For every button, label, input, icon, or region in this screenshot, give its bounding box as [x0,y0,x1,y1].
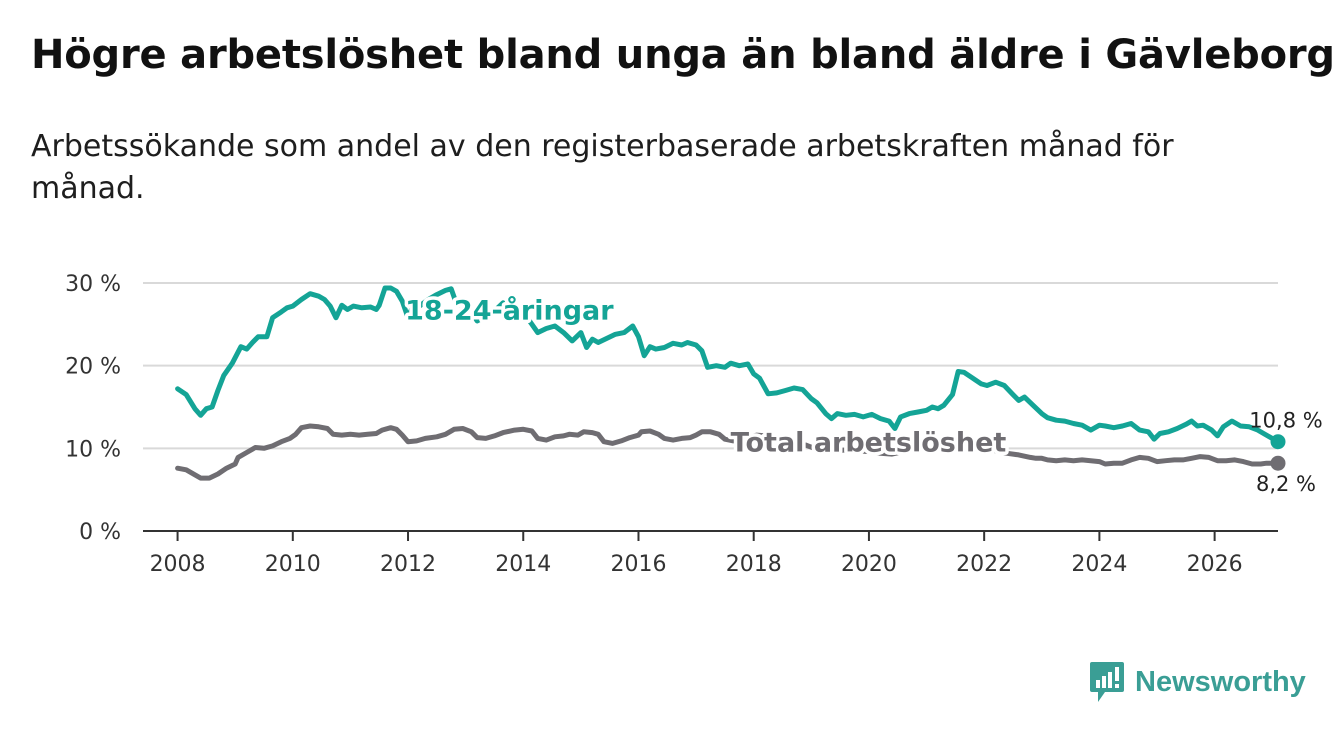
newsworthy-logo-icon [1090,662,1124,702]
total-end-marker [1270,455,1286,471]
y-tick-label: 30 % [65,272,121,297]
x-tick-label: 2012 [380,552,436,577]
youth-end-label: 10,8 % [1249,409,1322,433]
y-tick-label: 10 % [65,437,121,462]
total-series-label: Total arbetslöshet [731,428,1007,459]
x-tick-label: 2014 [495,552,551,577]
x-tick-label: 2022 [956,552,1012,577]
total-end-label: 8,2 % [1256,472,1316,496]
chart-subtitle: Arbetssökande som andel av den registerb… [31,129,1174,206]
x-tick-label: 2016 [610,552,666,577]
youth-series-line [175,285,1281,445]
x-tick-label: 2008 [150,552,206,577]
youth-series-label: 18-24-åringar [405,294,614,326]
y-tick-label: 0 % [79,520,121,545]
y-tick-label: 20 % [65,355,121,380]
chart-title: Högre arbetslöshet bland unga än bland ä… [31,32,1335,78]
x-tick-label: 2018 [726,552,782,577]
line-chart: 0 % 10 % 20 % 30 % 2008 2010 2012 2014 2016 2018 2… [65,272,1323,577]
x-tick-label: 2020 [841,552,897,577]
newsworthy-brand[interactable]: Newsworthy [1089,660,1306,704]
youth-end-marker [1270,434,1286,450]
total-series-line [175,423,1281,481]
x-tick-label: 2024 [1071,552,1127,577]
brand-name: Newsworthy [1135,665,1306,698]
x-tick-label: 2026 [1187,552,1243,577]
x-tick-label: 2010 [265,552,321,577]
